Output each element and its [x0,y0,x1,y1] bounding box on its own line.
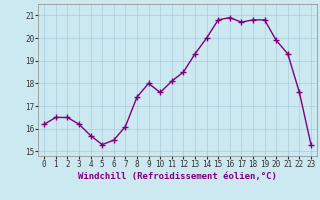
X-axis label: Windchill (Refroidissement éolien,°C): Windchill (Refroidissement éolien,°C) [78,172,277,181]
